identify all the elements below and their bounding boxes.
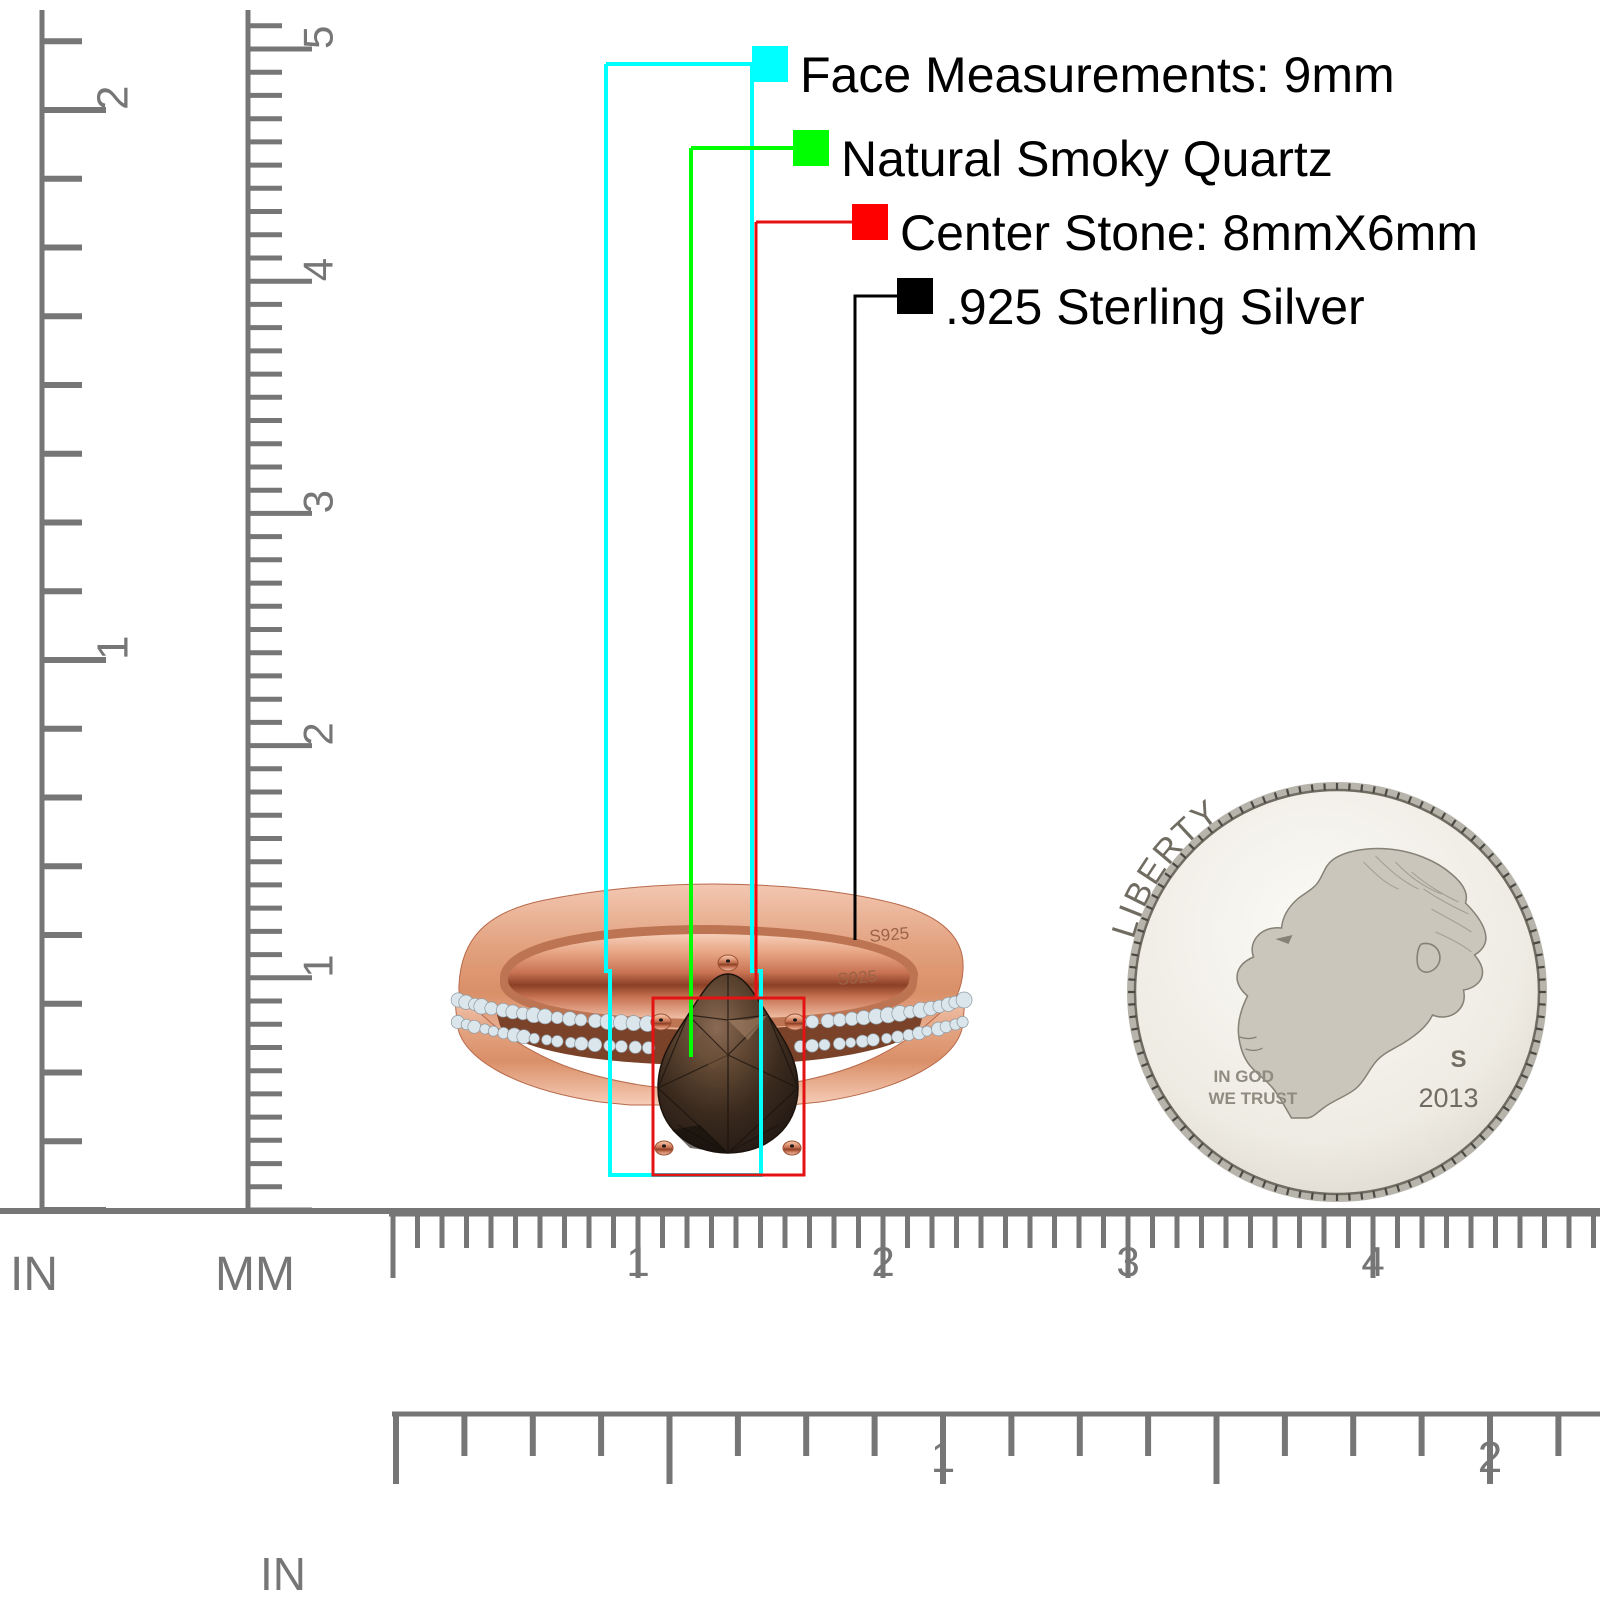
svg-text:5: 5	[295, 26, 342, 49]
svg-text:4: 4	[1361, 1238, 1384, 1285]
svg-text:2: 2	[871, 1238, 894, 1285]
svg-text:2: 2	[1478, 1433, 1502, 1482]
svg-text:2: 2	[295, 722, 342, 745]
svg-text:4: 4	[295, 258, 342, 281]
svg-text:1: 1	[931, 1433, 955, 1482]
svg-text:Face Measurements: 9mm: Face Measurements: 9mm	[800, 47, 1395, 103]
svg-text:1: 1	[88, 636, 137, 660]
svg-text:1: 1	[626, 1238, 649, 1285]
svg-text:3: 3	[1116, 1238, 1139, 1285]
svg-text:Center Stone: 8mmX6mm: Center Stone: 8mmX6mm	[900, 205, 1478, 261]
svg-text:2013: 2013	[1419, 1083, 1479, 1113]
svg-text:S: S	[1451, 1046, 1467, 1073]
svg-text:IN: IN	[10, 1248, 58, 1301]
svg-text:Natural Smoky Quartz: Natural Smoky Quartz	[841, 131, 1333, 187]
svg-text:MM: MM	[215, 1248, 295, 1301]
svg-text:.925 Sterling Silver: .925 Sterling Silver	[945, 279, 1365, 335]
svg-text:2: 2	[88, 86, 137, 110]
svg-text:WE TRUST: WE TRUST	[1209, 1089, 1298, 1108]
svg-text:S925: S925	[869, 924, 910, 946]
svg-text:IN GOD: IN GOD	[1214, 1067, 1274, 1086]
svg-text:IN: IN	[260, 1548, 306, 1600]
svg-text:3: 3	[295, 490, 342, 513]
svg-text:S925: S925	[837, 967, 878, 989]
svg-text:1: 1	[295, 954, 342, 977]
